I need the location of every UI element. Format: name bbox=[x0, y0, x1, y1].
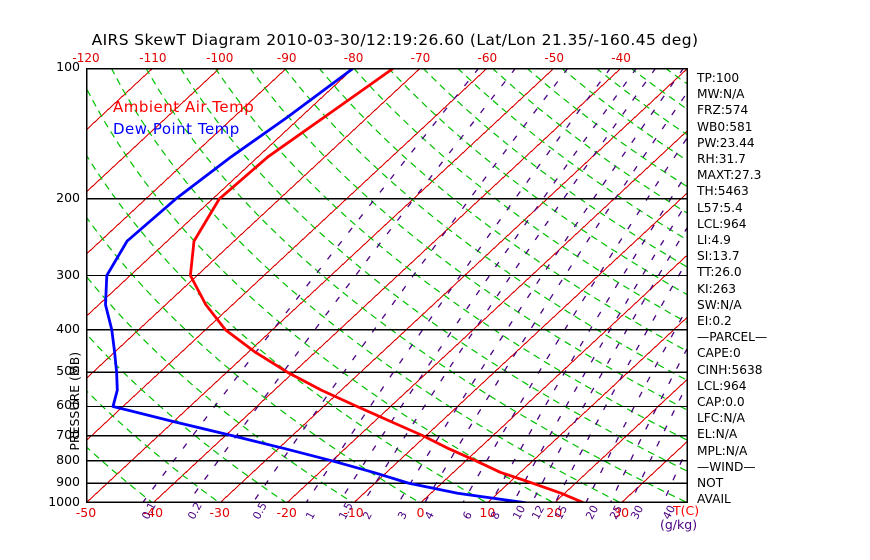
bottom-temp-tick: 0 bbox=[416, 505, 425, 520]
bottom-temp-tick: 20 bbox=[546, 505, 563, 520]
top-temp-tick: -110 bbox=[139, 51, 167, 65]
dew-point-curve bbox=[104, 68, 529, 503]
parameter-item: RH:31.7 bbox=[697, 152, 746, 166]
top-temp-tick: -80 bbox=[343, 51, 364, 65]
bottom-temp-tick: 10 bbox=[479, 505, 496, 520]
skewt-plot-svg bbox=[86, 68, 688, 503]
temperature-axis-label: T(C) bbox=[673, 503, 700, 518]
pressure-tick: 800 bbox=[56, 451, 80, 467]
bottom-temp-tick: -40 bbox=[142, 505, 164, 520]
top-temp-tick: -70 bbox=[410, 51, 431, 65]
parameter-item: KI:263 bbox=[697, 281, 736, 296]
pressure-tick: 900 bbox=[56, 474, 80, 490]
top-temp-tick: -50 bbox=[544, 51, 565, 65]
parameter-item: PW:23.44 bbox=[697, 135, 755, 150]
parameter-item: MAXT:27.3 bbox=[697, 168, 762, 183]
plot-area bbox=[86, 68, 688, 503]
page-title: AIRS SkewT Diagram 2010-03-30/12:19:26.6… bbox=[91, 31, 699, 49]
pressure-tick: 600 bbox=[56, 397, 80, 413]
parameter-item: SW:N/A bbox=[697, 297, 742, 312]
parameter-item: EL:N/A bbox=[697, 427, 738, 442]
mixing-ratio-tick: 20 bbox=[582, 503, 601, 522]
parameter-item: TT:26.0 bbox=[697, 265, 742, 280]
bottom-temp-tick: 30 bbox=[613, 505, 630, 520]
legend-dew-point-temp: Dew Point Temp bbox=[113, 120, 240, 138]
parameter-item: WB0:581 bbox=[697, 119, 753, 134]
parameter-item: EI:0.2 bbox=[697, 314, 732, 328]
parameter-item: MW:N/A bbox=[697, 87, 745, 102]
parameter-item: —PARCEL— bbox=[697, 330, 768, 345]
parameter-item: TH:5463 bbox=[697, 184, 749, 199]
pressure-tick: 300 bbox=[56, 266, 80, 282]
pressure-tick: 400 bbox=[56, 320, 80, 336]
pressure-tick: 100 bbox=[56, 59, 80, 74]
ambient-temp-curve bbox=[189, 68, 586, 503]
legend-ambient-air-temp: Ambient Air Temp bbox=[113, 98, 255, 116]
parameter-item: LI:4.9 bbox=[697, 233, 731, 247]
top-temp-tick: -40 bbox=[611, 51, 631, 65]
parameter-item: CAP:0.0 bbox=[697, 395, 745, 409]
pressure-tick: 1000 bbox=[48, 494, 80, 509]
top-temp-tick: -60 bbox=[477, 51, 498, 65]
parameter-item: NOT bbox=[697, 476, 724, 490]
parameter-item: TP:100 bbox=[697, 71, 740, 85]
pressure-tick: 500 bbox=[56, 363, 80, 379]
top-temp-tick: -100 bbox=[206, 51, 234, 65]
parameter-item: —WIND— bbox=[697, 459, 756, 474]
parameter-item: AVAIL bbox=[697, 492, 731, 507]
top-temp-tick: -120 bbox=[72, 51, 100, 65]
parameter-item: L57:5.4 bbox=[697, 200, 743, 215]
bottom-temp-tick: -10 bbox=[343, 505, 364, 520]
mixing-ratio-axis-label: (g/kg) bbox=[660, 517, 698, 532]
parameter-item: LFC:N/A bbox=[697, 411, 745, 426]
bottom-temp-tick: -20 bbox=[276, 505, 297, 520]
mixing-ratio-tick: 10 bbox=[510, 503, 529, 522]
pressure-tick: 200 bbox=[56, 189, 80, 205]
pressure-tick: 700 bbox=[56, 426, 80, 442]
parameter-item: SI:13.7 bbox=[697, 249, 740, 264]
parameter-item: CINH:5638 bbox=[697, 362, 763, 377]
parameter-item: LCL:964 bbox=[697, 378, 747, 393]
parameter-item: LCL:964 bbox=[697, 216, 747, 231]
parameter-item: MPL:N/A bbox=[697, 443, 748, 458]
top-temp-tick: -90 bbox=[276, 51, 297, 65]
bottom-temp-tick: -30 bbox=[209, 505, 230, 520]
parameter-item: FRZ:574 bbox=[697, 103, 749, 118]
parameter-item: CAPE:0 bbox=[697, 346, 741, 361]
bottom-temp-tick: -50 bbox=[75, 505, 97, 520]
